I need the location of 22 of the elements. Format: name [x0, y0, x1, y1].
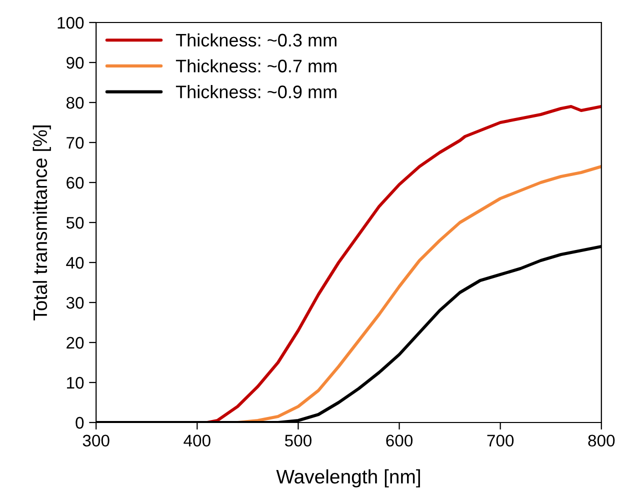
y-axis-title: Total transmittance [%]	[32, 126, 51, 320]
y-tick-label: 40	[66, 256, 84, 269]
y-tick-label: 100	[58, 16, 84, 29]
x-axis-title: Wavelength [nm]	[276, 469, 420, 488]
x-tick-label: 800	[588, 434, 615, 447]
y-tick-label: 30	[66, 296, 84, 309]
x-tick-label: 400	[184, 434, 210, 447]
legend-label: Thickness: ~0.7 mm	[176, 59, 336, 72]
y-tick-label: 90	[66, 56, 84, 69]
legend-label: Thickness: ~0.9 mm	[176, 85, 336, 98]
y-tick-label: 50	[66, 216, 84, 229]
x-tick-label: 700	[487, 434, 514, 447]
x-tick-label: 300	[82, 434, 110, 447]
y-tick-label: 80	[66, 96, 84, 109]
x-tick-label: 600	[386, 434, 413, 447]
legend-label: Thickness: ~0.3 mm	[176, 33, 336, 47]
y-tick-label: 60	[66, 176, 84, 189]
y-tick-label: 70	[66, 136, 84, 149]
y-tick-label: 0	[76, 416, 84, 429]
x-tick-label: 500	[284, 434, 312, 447]
y-tick-label: 20	[66, 336, 84, 349]
y-tick-label: 10	[67, 376, 84, 389]
